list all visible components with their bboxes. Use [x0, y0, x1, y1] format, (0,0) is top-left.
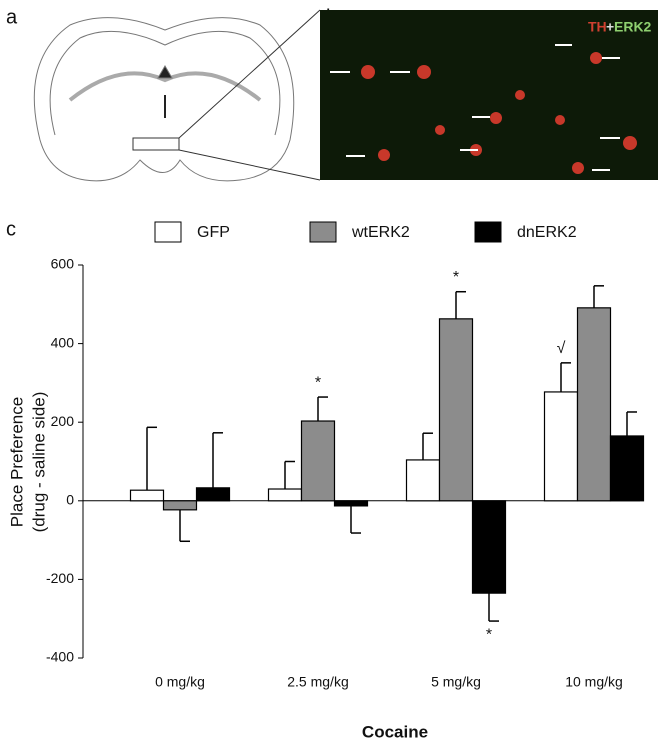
x-tick-label: 10 mg/kg	[565, 674, 623, 690]
y-tick-label: -400	[46, 649, 74, 665]
micrograph-label: TH	[588, 19, 607, 35]
y-axis-title: (drug - saline side)	[29, 392, 48, 533]
y-tick-label: 0	[66, 492, 74, 508]
bar	[543, 391, 579, 502]
y-tick-label: 400	[51, 334, 75, 350]
legend-label: dnERK2	[517, 224, 577, 241]
bar	[300, 420, 336, 502]
micrograph-label: ERK2	[614, 19, 652, 35]
x-axis-title: Cocaine	[362, 722, 428, 741]
bar	[267, 488, 303, 502]
legend-label: GFP	[197, 224, 230, 241]
annotation: *	[486, 626, 492, 643]
bar	[129, 489, 165, 502]
annotation: *	[453, 269, 459, 286]
y-axis-title: Place Preference	[7, 397, 26, 527]
bar	[609, 435, 645, 502]
x-tick-label: 0 mg/kg	[155, 674, 205, 690]
bar	[438, 318, 474, 502]
panel-label: a	[6, 6, 18, 28]
bar	[162, 500, 198, 511]
micrograph-label: +	[606, 19, 614, 35]
x-tick-label: 2.5 mg/kg	[287, 674, 348, 690]
legend-swatch	[474, 221, 502, 243]
bar	[471, 500, 507, 594]
bar	[195, 487, 231, 502]
legend-swatch	[154, 221, 182, 243]
y-tick-label: 600	[51, 256, 75, 272]
y-tick-label: 200	[51, 413, 75, 429]
x-tick-label: 5 mg/kg	[431, 674, 481, 690]
y-tick-label: -200	[46, 570, 74, 586]
bar	[576, 307, 612, 502]
micrograph: TH + ERK2	[320, 10, 658, 180]
bar	[333, 500, 369, 507]
legend-swatch	[309, 221, 337, 243]
bar	[405, 459, 441, 502]
annotation: *	[315, 374, 321, 391]
legend-label: wtERK2	[351, 224, 410, 241]
panel-label: c	[6, 218, 16, 240]
brain-schematic	[33, 9, 321, 182]
annotation: √	[557, 340, 566, 357]
